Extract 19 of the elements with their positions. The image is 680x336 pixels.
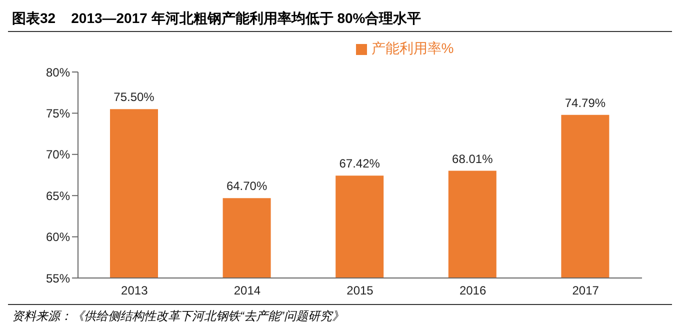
- x-tick-label: 2014: [234, 284, 261, 298]
- x-tick-label: 2016: [459, 284, 486, 298]
- y-tick-label: 60%: [46, 230, 70, 244]
- data-label: 68.01%: [452, 152, 494, 166]
- y-tick-label: 55%: [46, 271, 70, 286]
- data-label: 67.42%: [339, 156, 380, 171]
- x-tick-label: 2013: [121, 284, 148, 298]
- x-tick-label: 2015: [346, 284, 374, 298]
- y-tick-label: 80%: [46, 65, 70, 80]
- y-tick-label: 65%: [46, 188, 70, 203]
- y-tick-label: 70%: [46, 148, 70, 162]
- data-label: 75.50%: [114, 90, 155, 104]
- data-label: 64.70%: [226, 179, 268, 194]
- chart-title: 图表32 2013—2017 年河北粗钢产能利用率均低于 80%合理水平: [8, 8, 672, 32]
- text: 资料来源：《供给侧结构性改革下河北钢铁“去产能”问题研究》: [8, 304, 672, 328]
- data-label: 74.79%: [564, 96, 606, 110]
- legend-label: 产能利用率%: [371, 40, 454, 56]
- x-tick-label: 2017: [572, 284, 600, 298]
- y-tick-label: 75%: [46, 106, 70, 120]
